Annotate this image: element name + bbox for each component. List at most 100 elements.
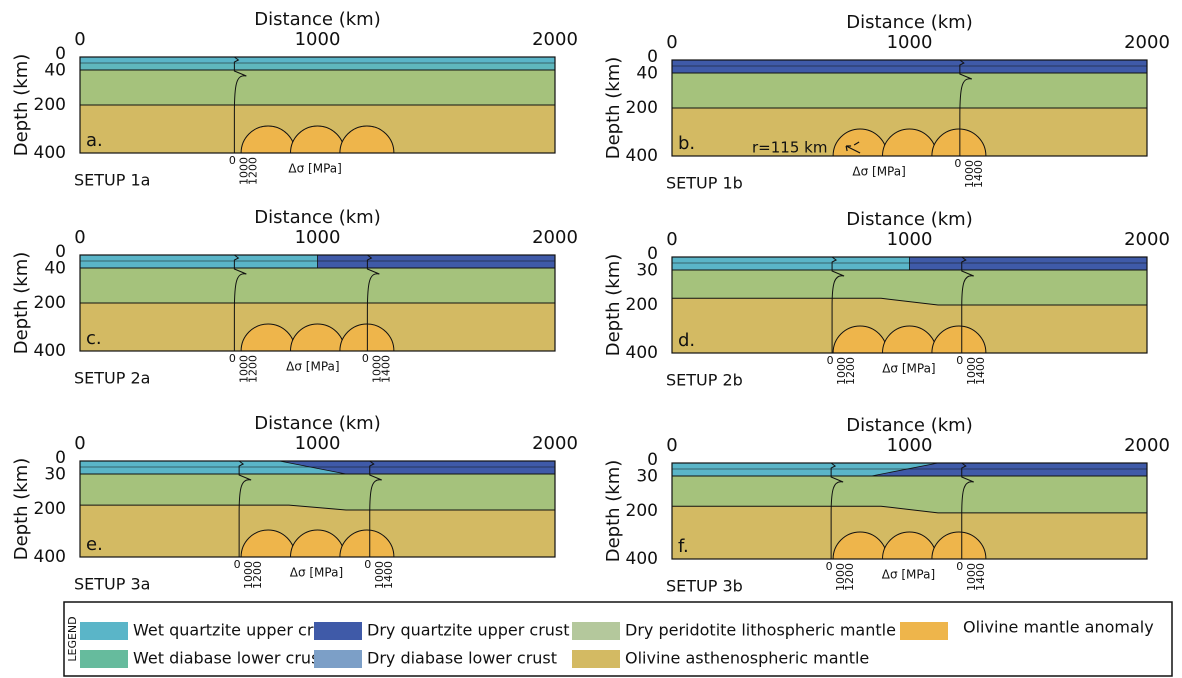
wet-crust xyxy=(80,255,318,268)
setup-label: SETUP 3b xyxy=(666,577,743,596)
lithosphere xyxy=(672,73,1147,108)
stress-tick-label: 1200 xyxy=(246,355,259,383)
distance-tick-label: 2000 xyxy=(532,433,578,454)
stress-tick-label: 0 xyxy=(229,154,236,167)
figure: LEGEND 010002000Distance (km)040200400De… xyxy=(0,0,1182,678)
stress-tick-label: 0 xyxy=(229,352,236,365)
depth-tick-label: 400 xyxy=(626,343,658,363)
distance-tick-label: 1000 xyxy=(295,227,341,248)
depth-tick-label: 400 xyxy=(626,146,658,166)
legend-swatch xyxy=(572,650,620,668)
distance-title: Distance (km) xyxy=(254,413,380,434)
lower-crust xyxy=(672,66,1147,73)
depth-tick-label: 400 xyxy=(34,341,66,361)
depth-tick-label: 200 xyxy=(34,293,66,313)
upper-crust xyxy=(672,60,1147,66)
depth-tick-label: 200 xyxy=(34,499,66,519)
panel-letter: b. xyxy=(678,133,695,154)
depth-tick-label: 30 xyxy=(636,466,658,486)
stress-tick-label: 1400 xyxy=(972,160,985,188)
distance-tick-label: 0 xyxy=(666,32,677,53)
depth-tick-label: 400 xyxy=(626,549,658,569)
legend-label: Wet quartzite upper crust xyxy=(133,621,338,640)
stress-tick-label: 1400 xyxy=(379,355,392,383)
distance-tick-label: 2000 xyxy=(1124,435,1170,456)
depth-tick-label: 40 xyxy=(44,258,66,278)
stress-tick-label: 0 xyxy=(364,558,371,571)
distance-tick-label: 1000 xyxy=(295,433,341,454)
lower-crust xyxy=(80,63,555,70)
distance-tick-label: 2000 xyxy=(532,227,578,248)
distance-tick-label: 0 xyxy=(74,29,85,50)
legend-label: Dry peridotite lithospheric mantle xyxy=(625,621,896,640)
legend-label: Dry diabase lower crust xyxy=(367,649,557,668)
distance-title: Distance (km) xyxy=(254,9,380,30)
setup-label: SETUP 2a xyxy=(74,369,150,388)
stress-tick-label: 0 xyxy=(954,157,961,170)
distance-tick-label: 2000 xyxy=(1124,229,1170,250)
distance-title: Distance (km) xyxy=(846,209,972,230)
distance-title: Distance (km) xyxy=(846,12,972,33)
stress-tick-label: 1200 xyxy=(844,357,857,385)
depth-tick-label: 400 xyxy=(34,143,66,163)
stress-tick-label: 1200 xyxy=(251,561,264,589)
stress-tick-label: 0 xyxy=(956,560,963,573)
setup-label: SETUP 2b xyxy=(666,371,743,390)
distance-title: Distance (km) xyxy=(846,415,972,436)
depth-title: Depth (km) xyxy=(603,57,624,160)
panel-letter: d. xyxy=(678,330,695,351)
panel-letter: a. xyxy=(86,130,103,151)
depth-title: Depth (km) xyxy=(11,252,32,355)
setup-label: SETUP 1a xyxy=(74,171,150,190)
depth-tick-label: 400 xyxy=(34,547,66,567)
stress-tick-label: 0 xyxy=(827,354,834,367)
distance-tick-label: 1000 xyxy=(295,29,341,50)
depth-tick-label: 30 xyxy=(44,464,66,484)
lithosphere xyxy=(80,70,555,105)
distance-tick-label: 1000 xyxy=(887,229,933,250)
setup-label: SETUP 1b xyxy=(666,174,743,193)
depth-tick-label: 30 xyxy=(636,260,658,280)
legend-swatch xyxy=(314,622,362,640)
lithosphere xyxy=(80,268,555,303)
stress-axis-label: Δσ [MPa] xyxy=(882,362,935,376)
wet-crust xyxy=(672,257,910,270)
legend-swatch xyxy=(80,650,128,668)
stress-axis-label: Δσ [MPa] xyxy=(882,568,935,582)
stress-axis-label: Δσ [MPa] xyxy=(852,165,905,179)
depth-tick-label: 200 xyxy=(34,95,66,115)
distance-tick-label: 0 xyxy=(74,433,85,454)
depth-tick-label: 40 xyxy=(636,63,658,83)
legend-swatch xyxy=(314,650,362,668)
distance-tick-label: 1000 xyxy=(887,32,933,53)
radius-label: r=115 km xyxy=(752,139,827,157)
depth-title: Depth (km) xyxy=(603,460,624,563)
panel-letter: c. xyxy=(86,328,102,349)
stress-axis-label: Δσ [MPa] xyxy=(288,162,341,176)
stress-tick-label: 1400 xyxy=(382,561,395,589)
panel-letter: f. xyxy=(678,536,689,557)
depth-title: Depth (km) xyxy=(11,458,32,561)
distance-tick-label: 1000 xyxy=(887,435,933,456)
legend-label: Dry quartzite upper crust xyxy=(367,621,570,640)
legend-label: Wet diabase lower crust xyxy=(133,649,326,668)
upper-crust xyxy=(80,57,555,63)
depth-title: Depth (km) xyxy=(11,54,32,157)
legend-swatch xyxy=(572,622,620,640)
stress-tick-label: 1200 xyxy=(843,563,856,591)
depth-title: Depth (km) xyxy=(603,254,624,357)
stress-tick-label: 0 xyxy=(234,558,241,571)
stress-axis-label: Δσ [MPa] xyxy=(290,566,343,580)
stress-tick-label: 0 xyxy=(826,560,833,573)
distance-tick-label: 0 xyxy=(666,229,677,250)
distance-title: Distance (km) xyxy=(254,207,380,228)
setup-label: SETUP 3a xyxy=(74,575,150,594)
depth-tick-label: 40 xyxy=(44,60,66,80)
stress-axis-label: Δσ [MPa] xyxy=(286,360,339,374)
legend-label: Olivine mantle anomaly xyxy=(963,618,1154,637)
depth-tick-label: 200 xyxy=(626,501,658,521)
stress-tick-label: 0 xyxy=(956,354,963,367)
stress-tick-label: 1400 xyxy=(974,357,987,385)
legend-label: Olivine asthenospheric mantle xyxy=(625,649,869,668)
stress-tick-label: 1200 xyxy=(246,157,259,185)
